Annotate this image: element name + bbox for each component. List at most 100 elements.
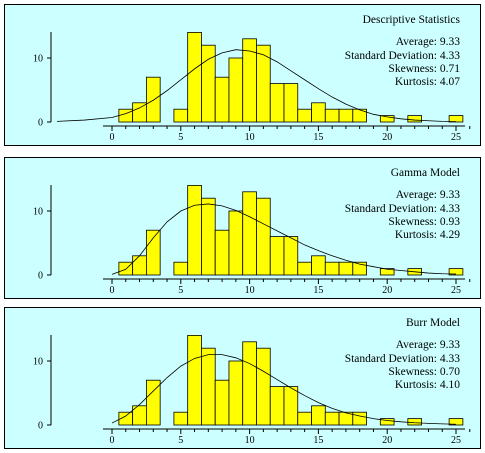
histogram-bar: [283, 386, 299, 426]
stat-standard-deviation: Standard Deviation: 4.33: [344, 352, 460, 365]
histogram-bar: [448, 418, 464, 426]
histogram-bar: [269, 83, 285, 123]
histogram-bar: [242, 341, 257, 426]
histogram-bar: [311, 255, 326, 276]
x-tick-label: 0: [110, 435, 115, 446]
histogram-bar: [201, 197, 216, 276]
histogram-bar: [407, 115, 422, 123]
x-tick-label: 5: [178, 132, 183, 143]
chart-svg: 0 10 0 5 10 15 20 25: [33, 184, 471, 296]
chart-title: Descriptive Statistics: [362, 14, 460, 26]
histogram-bar: [173, 411, 189, 426]
histogram-bar: [256, 347, 271, 426]
histogram-bar: [338, 108, 354, 123]
stat-kurtosis: Kurtosis: 4.29: [394, 229, 460, 242]
x-tick-label: 5: [178, 435, 183, 446]
histogram-bar: [214, 379, 230, 426]
y-tick-label: 0: [38, 271, 43, 282]
y-tick-label: 10: [33, 54, 43, 65]
histogram-bar: [379, 418, 395, 426]
x-tick-label: 15: [313, 132, 323, 143]
histogram-bar: [145, 379, 161, 426]
histogram-bar: [324, 108, 340, 123]
fitted-curve: [111, 203, 457, 275]
histogram-bar: [145, 76, 161, 123]
gamma-model-panel: 0 10 0 5 10 15 20 25 Gamma Model Average: 9.33 …: [4, 157, 481, 299]
stats-box: Burr Model Average: 9.33 Standard Deviat…: [345, 317, 460, 392]
stat-kurtosis: Kurtosis: 4.07: [394, 76, 460, 89]
x-tick-label: 20: [382, 132, 392, 143]
histogram-bar: [269, 386, 285, 426]
stats-box: Gamma Model Average: 9.33 Standard Devia…: [345, 167, 460, 242]
histogram-bar: [187, 31, 202, 123]
histogram-bar: [311, 405, 326, 426]
histogram-bar: [256, 44, 271, 123]
histogram-bar: [228, 57, 244, 123]
descriptive-statistics-panel: 0 10 0 5 10 15 20 25 Descriptive Statistics Ave…: [4, 4, 481, 146]
histogram-bar: [352, 108, 367, 123]
histogram-bar: [242, 191, 257, 276]
chart-svg: 0 10 0 5 10 15 20 25: [33, 31, 471, 143]
histogram-bar: [448, 115, 464, 123]
chart-svg: 0 10 0 5 10 15 20 25: [33, 334, 471, 446]
histogram-bar: [173, 108, 189, 123]
stat-standard-deviation: Standard Deviation: 4.33: [344, 49, 460, 62]
chart-title: Gamma Model: [390, 167, 460, 179]
histogram-bar: [269, 236, 285, 276]
histogram-bar: [283, 236, 299, 276]
histogram-bar: [132, 255, 147, 276]
histogram-bar: [187, 334, 202, 426]
x-tick-label: 0: [110, 132, 115, 143]
histogram-bar: [297, 261, 312, 276]
x-tick-label: 15: [313, 285, 323, 296]
histogram-bar: [352, 261, 367, 276]
histogram-bar: [256, 197, 271, 276]
stats-box: Descriptive Statistics Average: 9.33 Sta…: [345, 14, 460, 89]
histogram-bar: [311, 102, 326, 123]
histogram-bar: [379, 115, 395, 123]
y-tick-label: 0: [38, 421, 43, 432]
histogram-bar: [297, 411, 312, 426]
x-tick-label: 5: [178, 285, 183, 296]
x-tick-label: 10: [245, 285, 255, 296]
x-tick-label: 20: [382, 285, 392, 296]
histogram-bar: [173, 261, 189, 276]
histogram-bar: [228, 360, 244, 426]
burr-model-panel: 0 10 0 5 10 15 20 25 Burr Model Average: 9.33 S…: [4, 307, 481, 449]
histogram-bar: [145, 229, 161, 276]
y-tick-label: 10: [33, 207, 43, 218]
x-tick-label: 25: [451, 285, 461, 296]
histogram-bar: [283, 83, 299, 123]
y-tick-label: 0: [38, 118, 43, 129]
stat-skewness: Skewness: 0.93: [388, 215, 460, 228]
x-tick-label: 10: [245, 132, 255, 143]
y-tick-label: 10: [33, 357, 43, 368]
x-tick-label: 15: [313, 435, 323, 446]
histogram-bar: [214, 76, 230, 123]
histogram-bar: [187, 184, 202, 276]
stat-average: Average: 9.33: [395, 36, 460, 49]
x-tick-label: 0: [110, 285, 115, 296]
fitted-curve: [56, 49, 457, 123]
histogram-bar: [338, 261, 354, 276]
x-tick-label: 20: [382, 435, 392, 446]
histogram-bar: [214, 229, 230, 276]
histogram-bar: [201, 347, 216, 426]
histogram-bar: [448, 268, 464, 276]
x-tick-label: 25: [451, 435, 461, 446]
stat-skewness: Skewness: 0.71: [388, 62, 460, 75]
stat-average: Average: 9.33: [395, 339, 460, 352]
histogram-bar: [352, 411, 367, 426]
histogram-bar: [297, 108, 312, 123]
histogram-bar: [228, 210, 244, 276]
fitted-curve: [111, 354, 457, 425]
x-tick-label: 25: [451, 132, 461, 143]
stat-standard-deviation: Standard Deviation: 4.33: [344, 202, 460, 215]
stat-average: Average: 9.33: [395, 189, 460, 202]
x-tick-label: 10: [245, 435, 255, 446]
histogram-bar: [324, 411, 340, 426]
histogram-bar: [324, 261, 340, 276]
histogram-bar: [379, 268, 395, 276]
histogram-bar: [407, 418, 422, 426]
stat-kurtosis: Kurtosis: 4.10: [394, 379, 460, 392]
